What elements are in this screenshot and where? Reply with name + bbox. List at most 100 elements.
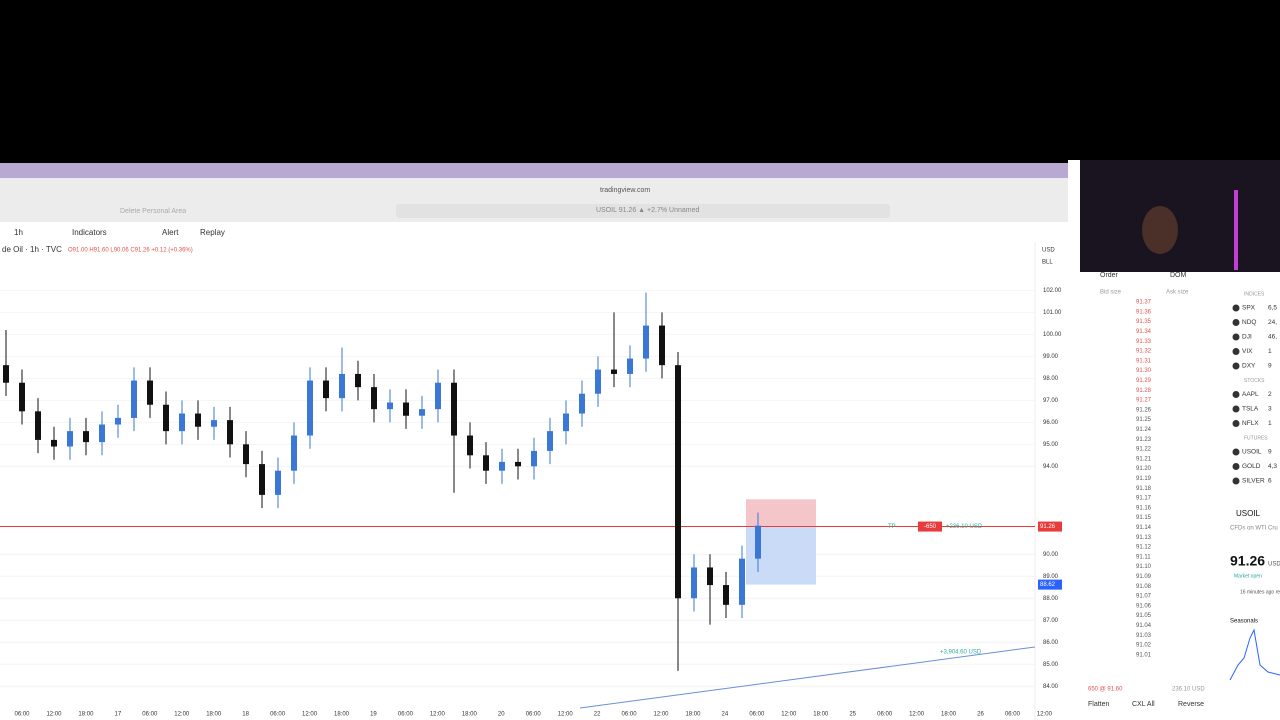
candle-body [275,470,281,495]
ladder-price: 91.12 [1136,545,1152,551]
watch-value: 2 [1268,391,1272,398]
detail-status: Market open [1234,573,1262,579]
candle-body [131,380,137,418]
ladder-price: 91.21 [1136,456,1152,462]
x-tick-label: 06:00 [749,712,765,718]
watch-symbol[interactable]: GOLD [1242,463,1261,470]
watch-symbol[interactable]: SPX [1242,305,1256,312]
ladder-price: 91.01 [1136,652,1152,658]
symbol-title: de Oil · 1h · TVC [2,245,62,254]
ladder-price: 91.34 [1136,329,1152,335]
tp-label: +236.10 USD [946,524,983,530]
ladder-price: 91.28 [1136,388,1152,394]
watch-symbol[interactable]: AAPL [1242,391,1259,398]
watch-value: 6,5 [1268,305,1277,312]
ask-size: Ask size [1166,290,1189,296]
ladder-price: 91.20 [1136,466,1152,472]
x-tick-label: 12:00 [46,712,62,718]
y-tick-label: 90.00 [1043,552,1059,558]
y-tick-label: 88.00 [1043,596,1059,602]
ladder-price: 91.32 [1136,349,1152,355]
order-button[interactable]: Reverse [1178,701,1204,708]
candle-body [627,358,633,374]
x-tick-label: 18:00 [334,712,350,718]
url[interactable]: tradingview.com [600,187,651,194]
x-tick-label: 26 [977,712,984,718]
candle-body [755,525,761,559]
sl-label: +3,904.60 USD [940,650,982,656]
candle-body [547,431,553,451]
ohlc: O91.00 H91.60 L90.06 C91.26 +0.12 (+0.36… [68,248,193,254]
replay-button[interactable]: Replay [200,228,225,237]
ladder-price: 91.16 [1136,505,1152,511]
order-button[interactable]: Flatten [1088,701,1110,708]
candle-body [435,382,441,410]
watch-symbol[interactable]: TSLA [1242,406,1259,413]
tab-title: USOIL 91.26 ▲ +2.7% Unnamed [596,207,700,214]
order-button[interactable]: CXL All [1132,701,1155,708]
tab[interactable]: Delete Personal Area [120,208,187,215]
x-tick-label: 20 [498,712,505,718]
watch-symbol[interactable]: DXY [1242,363,1256,370]
candle-body [579,393,585,414]
watch-value: 1 [1268,420,1272,427]
candle-body [147,380,153,405]
toolbar: 1h Indicators Alert Replay [0,222,1080,243]
watch-symbol[interactable]: DJI [1242,334,1252,341]
y-tick-label: 94.00 [1043,464,1059,470]
price-badge [1038,579,1062,590]
candle-body [227,420,233,445]
candle-body [3,365,9,383]
candle-body [451,382,457,436]
watch-symbol[interactable]: VIX [1242,348,1253,355]
order-tab[interactable]: Order [1100,272,1119,279]
symbol-icon [1232,463,1240,470]
watch-symbol[interactable]: NFLX [1242,420,1259,427]
x-tick-label: 18:00 [941,712,957,718]
watch-symbol[interactable]: SILVER [1242,478,1265,485]
ladder-price: 91.05 [1136,613,1152,619]
ladder-price: 91.29 [1136,378,1152,384]
detail-seasonals: Seasonals [1230,619,1258,625]
seasonal-line [1229,628,1280,681]
watch-value: 9 [1268,363,1272,370]
x-tick-label: 06:00 [1005,712,1021,718]
detail-description: CFDs on WTI Cru [1230,526,1278,532]
ladder-price: 91.03 [1136,633,1152,639]
watch-group: FUTURES [1244,435,1268,441]
x-tick-label: 06:00 [877,712,893,718]
watch-symbol[interactable]: USOIL [1242,449,1262,456]
pnl-text: 236.10 USD [1172,687,1205,693]
candle-body [179,413,185,432]
bid-size: Bid size [1100,290,1122,296]
watch-value: 1 [1268,348,1272,355]
tab-active[interactable]: USOIL 91.26 ▲ +2.7% Unnamed [396,204,890,218]
candle-body [243,444,249,465]
watch-symbol[interactable]: NDQ [1242,319,1256,326]
tp-text: TP [888,524,896,530]
indicators-button[interactable]: Indicators [72,228,107,237]
ladder-price: 91.08 [1136,584,1152,590]
alert-button[interactable]: Alert [162,228,179,237]
ladder-price: 91.04 [1136,623,1152,629]
y-tick-label: 100.00 [1043,332,1062,338]
dom-tab: DOM [1170,272,1187,279]
symbol-icon [1232,420,1240,427]
x-tick-label: 18:00 [813,712,829,718]
y-tick-label: 87.00 [1043,618,1059,624]
candle-body [723,585,729,605]
ladder-price: 91.22 [1136,447,1152,453]
ladder-price: 91.11 [1136,554,1151,560]
symbol-icon [1232,319,1240,326]
ladder-price: 91.25 [1136,417,1152,423]
ladder-price: 91.23 [1136,437,1152,443]
candle-body [323,380,329,399]
ladder-price: 91.36 [1136,309,1152,315]
webcam-light [1234,190,1238,270]
candle-body [675,365,681,599]
y-tick-label: 89.00 [1043,574,1059,580]
symbol-icon [1232,362,1240,370]
symbol-icon [1232,391,1240,398]
candle-body [83,431,89,443]
interval[interactable]: 1h [14,228,23,237]
